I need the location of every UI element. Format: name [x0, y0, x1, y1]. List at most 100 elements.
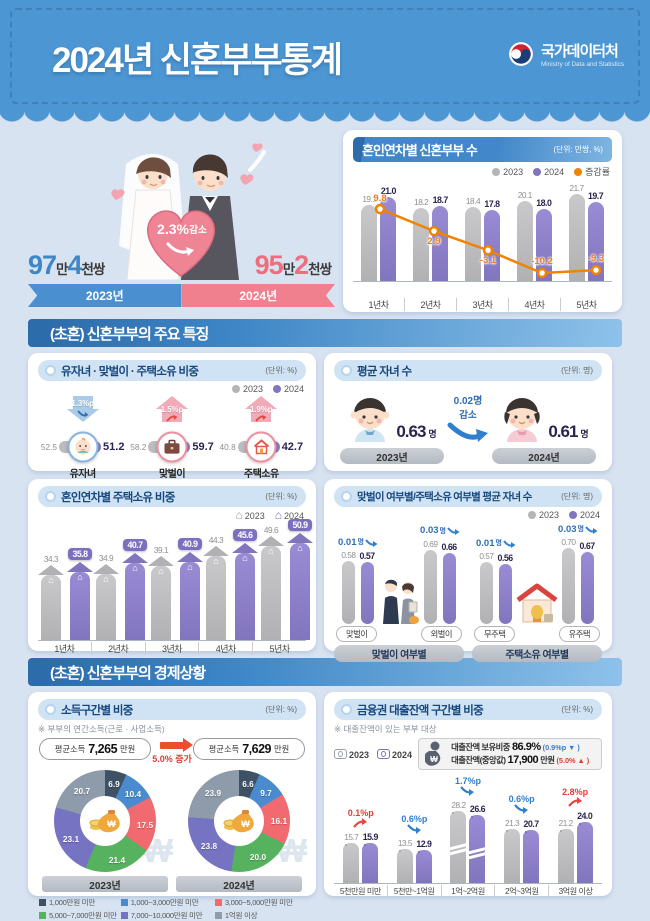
- bar-2023: [561, 548, 575, 624]
- label-pill: 외벌이: [420, 626, 462, 642]
- value-label: 49.6: [263, 524, 279, 535]
- bar-2023: [557, 828, 574, 883]
- boy-icon: [350, 398, 390, 442]
- house-legend-icon-gray: ⌂: [235, 508, 243, 522]
- svg-text:₩: ₩: [107, 819, 116, 829]
- heart-badge: 2.3% 감소: [147, 210, 215, 277]
- header-banner: 2024년 신혼부부통계 국가데이터처 Ministry of Data and…: [0, 0, 650, 112]
- avg-children-card: 평균 자녀 수 (단위: 명): [324, 353, 612, 471]
- donut-hole: ₩: [80, 796, 130, 846]
- logo-text: 국가데이터처: [541, 43, 619, 60]
- couple-illustration: 2.3% 감소: [111, 143, 266, 281]
- increase-label: 5.0% 증가: [152, 754, 192, 764]
- sparkle-icon: [248, 150, 266, 172]
- value-2023: 52.5: [40, 442, 58, 452]
- value-badge: 50.9: [288, 519, 312, 532]
- pair-has-house: 0.03 명 0.70 0.67: [558, 521, 598, 624]
- slice-label: 21.4: [108, 855, 126, 865]
- category-axis: 5천만원 미만 5천만~1억원 1억~2억원 2억~3억원 3억원 이상: [334, 884, 602, 898]
- label-pill: 유주택: [558, 626, 600, 642]
- pie-legend: 1,000만원 미만 1,000~3,000만원 미만 3,000~5,000만…: [38, 897, 306, 921]
- loan-group: 0.1%p 15.7 15.9: [334, 808, 388, 883]
- feature-item-dual-income: 1.5%p 58.2 59.7 맞벌이: [127, 396, 216, 480]
- chart-header: 혼인연차별 신혼부부 수 (단위: 만쌍, %): [353, 137, 612, 162]
- feature-item-children: 1.3%p 52.5 51.2 유자녀: [38, 396, 127, 480]
- value-label: 0.57: [359, 551, 375, 562]
- briefcase-icon: [156, 431, 188, 463]
- year-pedestal-2023: 2023년: [340, 448, 444, 464]
- value-2024: 51.2: [103, 441, 125, 453]
- loan-group: 1.7%p 28.2 26.6: [441, 776, 495, 883]
- decrease-pct: 2.3%: [157, 221, 189, 237]
- section-header-features: (초혼) 신혼부부의 주요 특징: [28, 319, 622, 347]
- legend-swatch: [214, 899, 222, 906]
- loan-median-row: 대출잔액(중앙값) 17,900 만원 (5.0% ▲): [451, 754, 590, 766]
- up-curve-arrow-icon: [567, 796, 582, 807]
- year-ribbon: 2023년 2024년: [28, 284, 335, 307]
- donut-2024: ₩ 6.6 9.7 16.1 20.0 23.8 23.9 ₩ 2024년: [175, 770, 307, 892]
- bar-2024: [580, 551, 594, 624]
- summary-illustration: 2.3% 감소 97 만 4 천쌍 95 만 2 천쌍 2023년 2024년: [28, 130, 335, 312]
- small-hearts-icon: [111, 143, 263, 200]
- coin-legend-icon-purple: [377, 748, 391, 759]
- value-2023: 58.2: [130, 442, 147, 452]
- avg-2023: 0.63 명 2023년: [338, 390, 446, 464]
- income-card: 소득구간별 비중 (단위: %) ※ 부부의 연간소득(근로 · 사업소득) 평균…: [28, 692, 316, 920]
- bar-2024: [498, 563, 512, 624]
- count-unit: 만: [56, 262, 68, 277]
- down-curve-arrow-icon: [365, 539, 378, 547]
- bar-line-chart: 19.1 21.0 18.2 18.7 18.4 17.8 20.1 18.0 21.7…: [353, 181, 612, 297]
- legend-dot-gray: [527, 511, 536, 519]
- value-label: 26.6: [469, 804, 486, 815]
- chart-legend: 2023 2024: [336, 510, 600, 520]
- down-curve-arrow-icon: [514, 803, 529, 814]
- value-unit: 명: [580, 429, 589, 439]
- subsection-header: 맞벌이 여부별/주택소유 여부별 평균 자녀 수 (단위: 명): [334, 486, 602, 507]
- bar-2023: [343, 843, 360, 883]
- legend-swatch: [120, 899, 128, 906]
- page-title: 2024년 신혼부부통계: [52, 41, 343, 80]
- value-label: 0.70: [561, 537, 576, 548]
- down-curve-arrow-icon: [447, 527, 460, 535]
- avg-children-content: 0.63 명 2023년 0.02명 감소: [334, 384, 602, 464]
- loan-group: 2.8%p 21.2 24.0: [548, 787, 602, 883]
- value-label: 18.2: [414, 197, 429, 208]
- feature-item-home-ownership: 1.9%p 40.8 42.7 주택소유: [217, 396, 306, 480]
- legend-swatch: [120, 912, 128, 919]
- up-arrow-badge: 1.9%p: [244, 396, 278, 424]
- slice-label: 23.9: [204, 788, 222, 798]
- donut-chart-2024: 6.6 9.7 16.1 20.0 23.8 23.9 ₩: [188, 770, 290, 872]
- bar-groups: 19.1 21.0 18.2 18.7 18.4 17.8 20.1 18.0 21.7…: [353, 181, 612, 282]
- bar-2023: [464, 207, 481, 281]
- footnote: ※ 부부의 연간소득(근로 · 사업소득): [38, 724, 165, 734]
- value-label: 21.0: [380, 186, 397, 196]
- money-bag-icon: ₩: [223, 810, 254, 833]
- marriage-year-chart-card: 혼인연차별 신혼부부 수 (단위: 만쌍, %) 2023 2024 증감률 1…: [343, 130, 622, 312]
- loan-group: 0.6%p 13.5 12.9: [388, 814, 442, 883]
- working-couple-icon: [383, 579, 419, 624]
- house-icon: [245, 431, 277, 463]
- donut-chart-2023: 6.9 10.4 17.5 21.4 23.1 20.7 ₩: [54, 770, 156, 872]
- change-annotation: 0.02명 감소: [447, 392, 489, 443]
- avg-2024: 0.61 명 2024년: [490, 390, 598, 464]
- donut-charts: ₩ 6.9 10.4 17.5 21.4 23.1 20.7 ₩ 2023년: [38, 770, 307, 892]
- coin-legend-icon-gray: [334, 748, 347, 759]
- legend-dot-gray: [231, 385, 240, 393]
- legend-swatch: [39, 912, 46, 919]
- bar-2023: [396, 848, 413, 883]
- value-label: 20.7: [523, 819, 540, 830]
- value-unit: 명: [428, 429, 437, 439]
- bar-2024: [432, 206, 449, 281]
- down-curve-arrow-icon: [503, 540, 516, 548]
- bar-2023: [516, 200, 533, 281]
- value-label: 13.5: [397, 837, 413, 848]
- slice-label: 23.1: [62, 834, 80, 844]
- value-label: 0.58: [341, 550, 356, 561]
- value-label: 19.7: [588, 191, 604, 202]
- loan-bar-chart: 0.1%p 15.7 15.9 0.6%p 13.5 12.9: [334, 774, 602, 898]
- house-legend-icon-purple: ⌂: [274, 508, 282, 522]
- value-label: 21.2: [558, 817, 574, 828]
- down-arrow-glyph: ▼: [568, 743, 576, 752]
- bar-2024: [380, 197, 397, 281]
- house-bar-2023: ⌂: [261, 545, 281, 640]
